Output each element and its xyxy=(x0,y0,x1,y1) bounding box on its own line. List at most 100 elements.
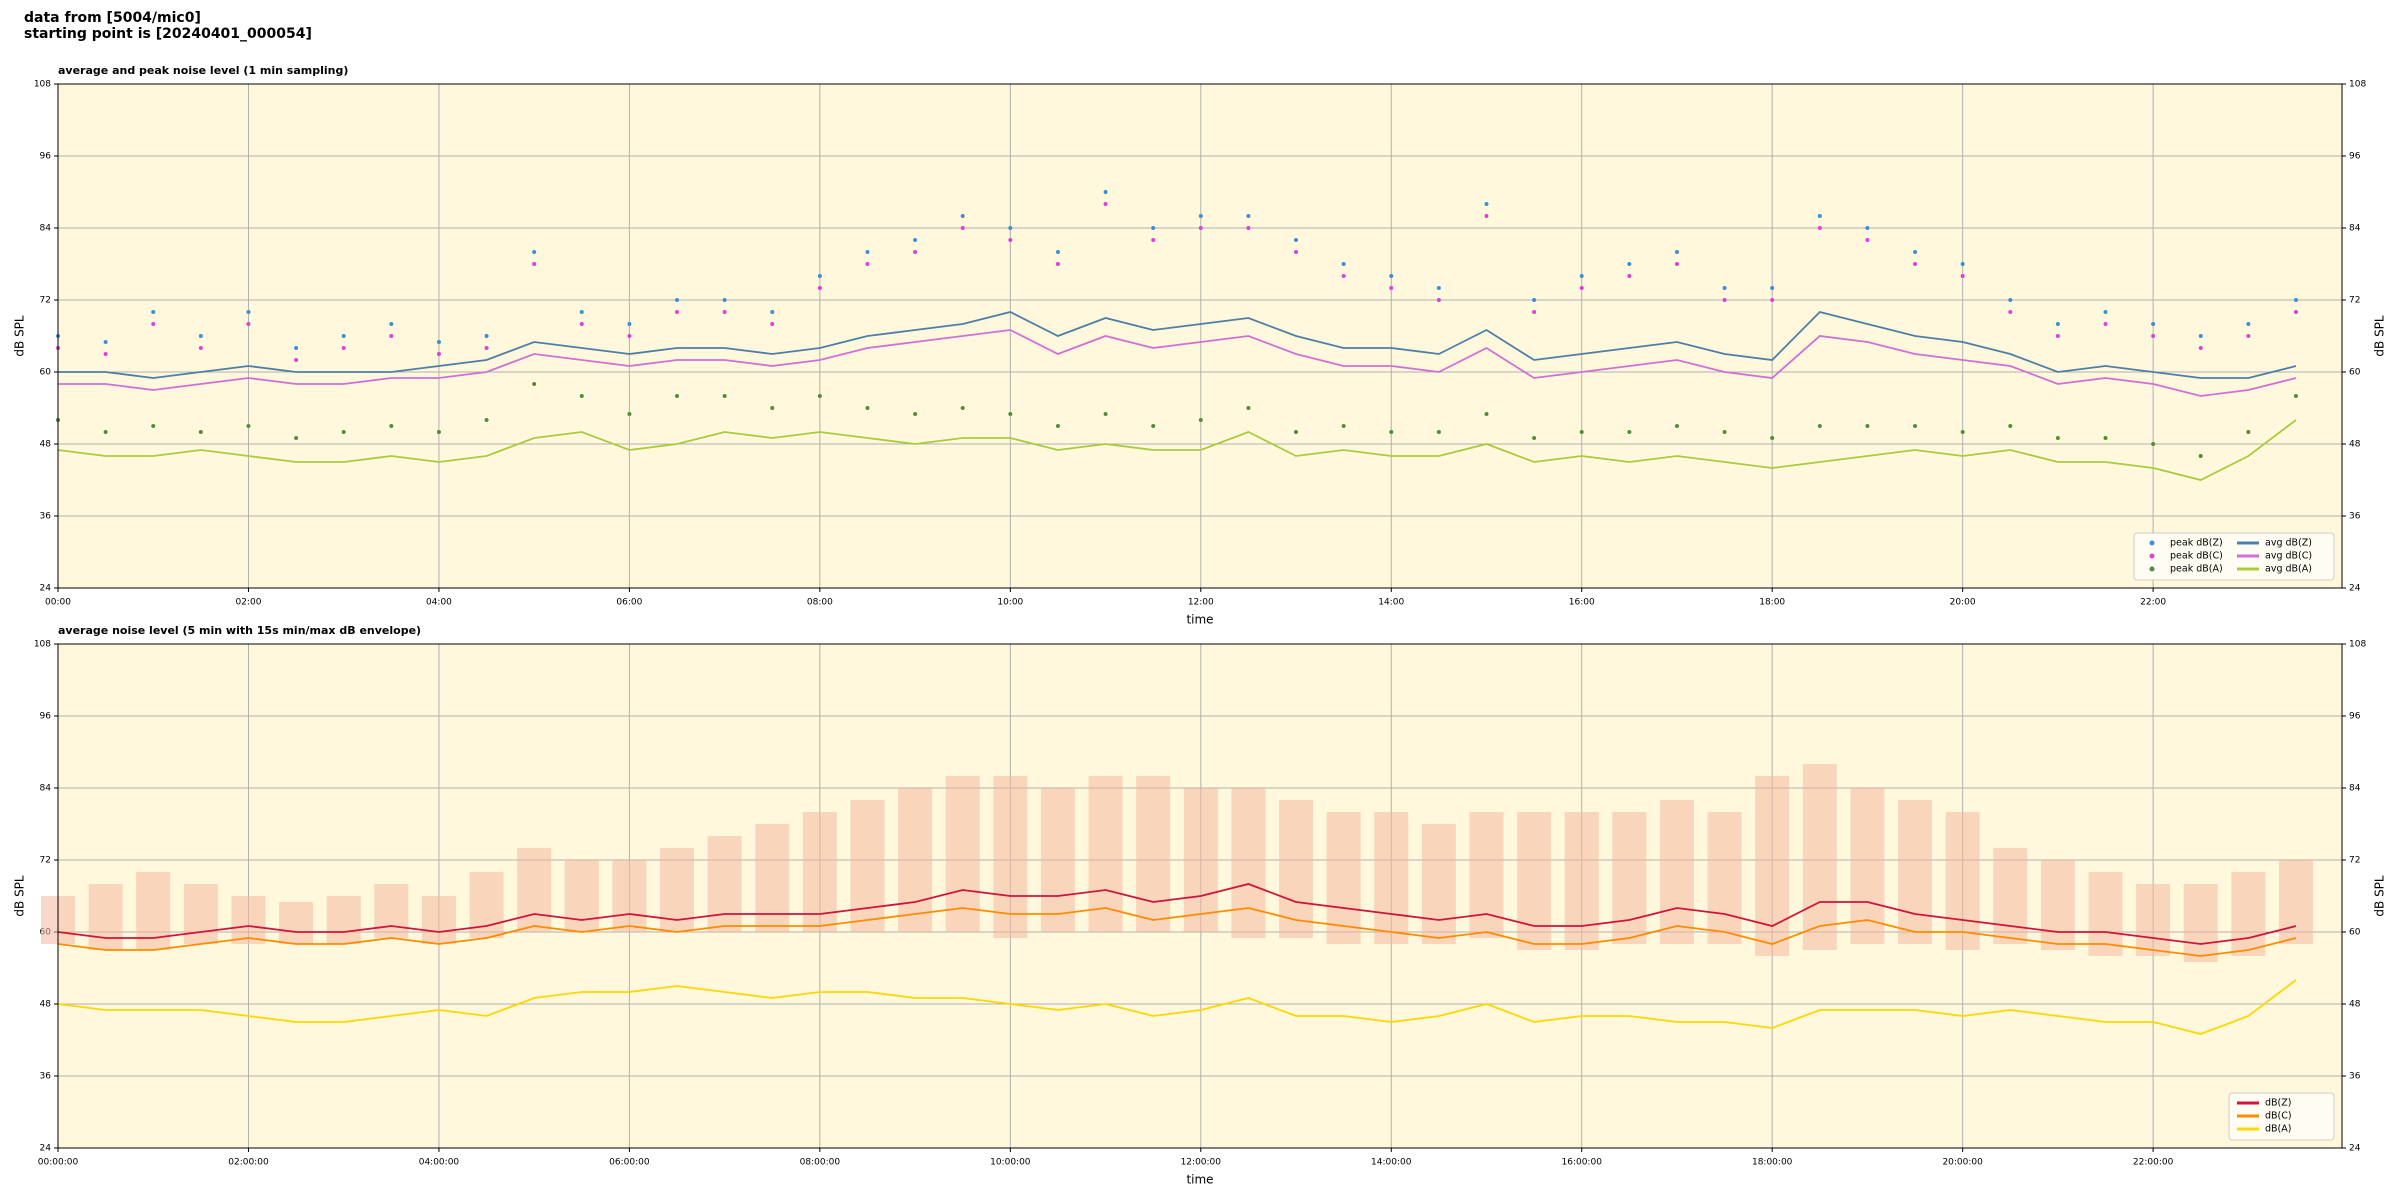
x-tick-label: 02:00:00 xyxy=(228,1158,269,1168)
peak-point xyxy=(1913,250,1918,254)
peak-point xyxy=(1484,214,1489,218)
peak-point xyxy=(294,436,299,440)
peak-point xyxy=(1722,286,1727,290)
x-tick-label: 02:00 xyxy=(235,598,261,608)
peak-point xyxy=(294,358,299,362)
x-tick-label: 22:00 xyxy=(2140,598,2166,608)
legend-label: dB(A) xyxy=(2265,1124,2291,1135)
peak-point xyxy=(2293,298,2298,302)
y-tick-label: 72 xyxy=(40,296,51,306)
panel-title: average noise level (5 min with 15s min/… xyxy=(58,624,421,637)
series-line xyxy=(58,329,2297,397)
peak-point xyxy=(722,394,727,398)
peak-point xyxy=(1913,424,1918,428)
plot-frame xyxy=(57,83,2343,589)
peak-point xyxy=(1579,286,1584,290)
peak-point xyxy=(627,412,632,416)
peak-point xyxy=(1246,214,1251,218)
peak-point xyxy=(627,334,632,338)
peak-point xyxy=(151,322,156,326)
peak-point xyxy=(913,238,918,242)
x-tick-label: 22:00:00 xyxy=(2133,1158,2174,1168)
series-line xyxy=(57,419,2297,481)
x-tick-label: 08:00 xyxy=(807,598,833,608)
legend-label: peak dB(A) xyxy=(2170,564,2223,575)
peak-point xyxy=(1246,406,1251,410)
legend-label: peak dB(Z) xyxy=(2170,538,2223,549)
x-tick-label: 04:00:00 xyxy=(419,1158,460,1168)
peak-point xyxy=(1579,430,1584,434)
peak-point xyxy=(436,340,441,344)
y-tick-label: 72 xyxy=(40,856,51,866)
y-tick-label: 48 xyxy=(40,1000,52,1010)
peak-point xyxy=(1055,424,1060,428)
peak-point xyxy=(1579,274,1584,278)
peak-point xyxy=(2198,346,2203,350)
peak-point xyxy=(770,310,775,314)
peak-point xyxy=(2008,298,2013,302)
peak-point xyxy=(198,430,203,434)
peak-point xyxy=(2055,334,2060,338)
peak-point xyxy=(2151,334,2156,338)
peak-point xyxy=(1674,250,1679,254)
peak-point xyxy=(770,406,775,410)
y2-tick-label: 24 xyxy=(2349,1144,2361,1154)
peak-point xyxy=(1055,250,1060,254)
x-tick-label: 06:00:00 xyxy=(609,1158,650,1168)
peak-point xyxy=(1436,286,1441,290)
peak-point xyxy=(484,346,489,350)
y2-tick-label: 108 xyxy=(2349,80,2366,90)
plot-frame xyxy=(57,643,2343,1149)
peak-point xyxy=(151,424,156,428)
y-tick-label: 96 xyxy=(40,152,52,162)
peak-point xyxy=(341,346,346,350)
y2-tick-label: 72 xyxy=(2349,856,2360,866)
peak-point xyxy=(1770,436,1775,440)
x-axis-label: time xyxy=(1186,1173,1213,1187)
peak-point xyxy=(1151,226,1156,230)
peak-point xyxy=(1627,262,1632,266)
peak-point xyxy=(1341,424,1346,428)
peak-point xyxy=(2055,322,2060,326)
peak-point xyxy=(1198,214,1203,218)
peak-point xyxy=(389,424,394,428)
x-tick-label: 00:00:00 xyxy=(38,1158,79,1168)
peak-point xyxy=(1008,238,1013,242)
peak-point xyxy=(913,412,918,416)
peak-point xyxy=(246,310,251,314)
peak-point xyxy=(1389,286,1394,290)
peak-point xyxy=(198,346,203,350)
y-tick-label: 84 xyxy=(40,224,52,234)
series-line xyxy=(58,311,2297,379)
peak-point xyxy=(627,322,632,326)
peak-point xyxy=(1246,226,1251,230)
peak-point xyxy=(532,250,537,254)
peak-point xyxy=(1389,430,1394,434)
y-tick-label: 60 xyxy=(40,368,52,378)
peak-point xyxy=(865,406,870,410)
peak-point xyxy=(103,430,108,434)
peak-point xyxy=(532,262,537,266)
peak-point xyxy=(770,322,775,326)
peak-point xyxy=(960,226,965,230)
x-tick-label: 06:00 xyxy=(616,598,642,608)
x-tick-label: 10:00:00 xyxy=(990,1158,1031,1168)
series-line xyxy=(57,979,2297,1035)
peak-point xyxy=(341,334,346,338)
peak-point xyxy=(722,298,727,302)
peak-point xyxy=(484,334,489,338)
peak-point xyxy=(1294,250,1299,254)
peak-point xyxy=(1627,274,1632,278)
peak-point xyxy=(1532,436,1537,440)
peak-point xyxy=(1151,238,1156,242)
peak-point xyxy=(1770,286,1775,290)
legend-label: peak dB(C) xyxy=(2170,551,2223,562)
peak-point xyxy=(1722,430,1727,434)
peak-point xyxy=(294,346,299,350)
peak-point xyxy=(1817,226,1822,230)
x-tick-label: 00:00 xyxy=(45,598,71,608)
x-tick-label: 04:00 xyxy=(426,598,452,608)
x-tick-label: 16:00 xyxy=(1569,598,1595,608)
peak-point xyxy=(1436,430,1441,434)
peak-point xyxy=(1436,298,1441,302)
